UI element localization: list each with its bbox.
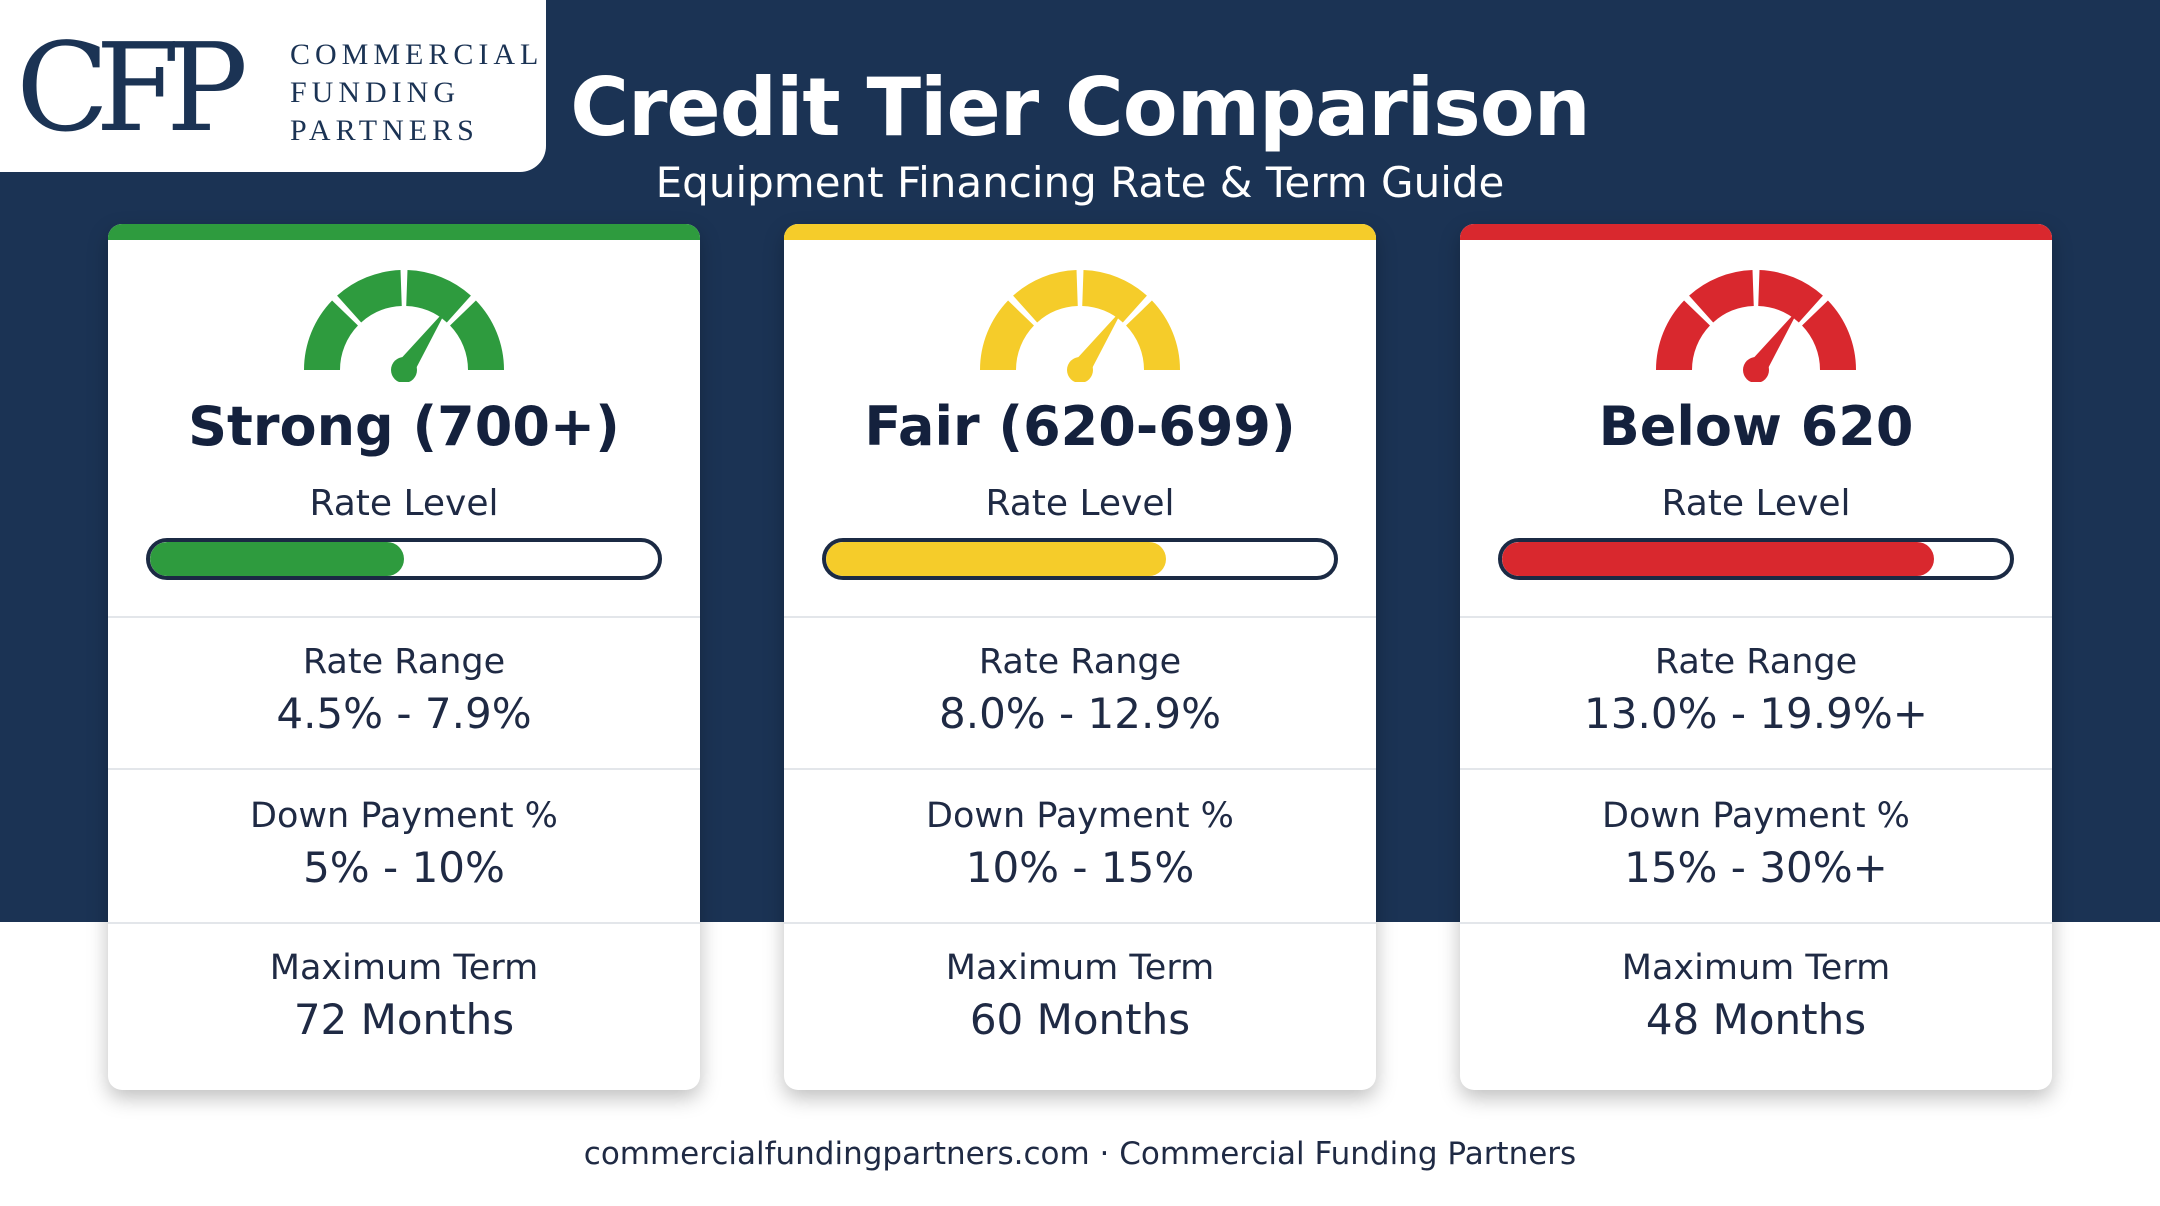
gauge-segment — [1126, 300, 1180, 370]
gauge-segment — [406, 270, 471, 323]
rate-range-value: 13.0% - 19.9%+ — [1584, 689, 1928, 738]
logo-line: PARTNERS — [290, 114, 479, 147]
card-accent-bar — [1460, 224, 2052, 240]
speedometer-high-icon — [1656, 270, 1856, 382]
gauge-segment — [1758, 270, 1823, 323]
rate-level-bar — [146, 538, 662, 580]
max-term-label: Maximum Term — [945, 948, 1215, 988]
rate-level-fill — [826, 542, 1167, 576]
rate-level-fill — [150, 542, 404, 576]
divider — [784, 616, 1376, 618]
down-payment-value: 5% - 10% — [303, 843, 505, 892]
tier-title: Strong (700+) — [188, 395, 620, 458]
down-payment-value: 10% - 15% — [965, 843, 1195, 892]
max-term-label: Maximum Term — [269, 948, 539, 988]
divider — [1460, 922, 2052, 924]
down-payment-value: 15% - 30%+ — [1624, 843, 1888, 892]
rate-level-label: Rate Level — [1661, 483, 1851, 524]
down-payment-label: Down Payment % — [250, 796, 558, 836]
rate-range-value: 8.0% - 12.9% — [939, 689, 1221, 738]
divider — [784, 768, 1376, 770]
logo-line: COMMERCIAL — [290, 38, 544, 71]
card-accent-bar — [108, 224, 700, 240]
rate-range-label: Rate Range — [302, 642, 506, 682]
rate-level-bar — [822, 538, 1338, 580]
rate-level-label: Rate Level — [309, 483, 499, 524]
max-term-value: 60 Months — [969, 995, 1191, 1044]
logo: CFP COMMERCIAL FUNDING PARTNERS — [0, 0, 546, 172]
footer-credit: commercialfundingpartners.com · Commerci… — [583, 1136, 1577, 1172]
card-accent-bar — [784, 224, 1376, 240]
gauge-segment — [304, 300, 358, 370]
gauge-segment — [1689, 270, 1754, 323]
tier-card-fair: Fair (620-699) Rate Level Rate Range 8.0… — [784, 224, 1376, 1090]
rate-range-label: Rate Range — [1654, 642, 1858, 682]
rate-range-value: 4.5% - 7.9% — [276, 689, 532, 738]
rate-level-bar — [1498, 538, 2014, 580]
down-payment-label: Down Payment % — [926, 796, 1234, 836]
gauge-segment — [980, 300, 1034, 370]
max-term-value: 72 Months — [293, 995, 515, 1044]
divider — [108, 616, 700, 618]
tier-card-below-620: Below 620 Rate Level Rate Range 13.0% - … — [1460, 224, 2052, 1090]
page-subtitle: Equipment Financing Rate & Term Guide — [655, 158, 1505, 207]
rate-level-label: Rate Level — [985, 483, 1175, 524]
max-term-label: Maximum Term — [1621, 948, 1891, 988]
tier-card-strong: Strong (700+) Rate Level Rate Range 4.5%… — [108, 224, 700, 1090]
tier-title: Fair (620-699) — [864, 395, 1296, 458]
gauge-hub — [1743, 357, 1769, 382]
gauge-hub — [1067, 357, 1093, 382]
gauge-segment — [1082, 270, 1147, 323]
gauge-segment — [1656, 300, 1710, 370]
divider — [1460, 616, 2052, 618]
speedometer-low-icon — [304, 270, 504, 382]
gauge-segment — [1013, 270, 1078, 323]
divider — [1460, 768, 2052, 770]
divider — [784, 922, 1376, 924]
speedometer-mid-icon — [980, 270, 1180, 382]
page-title: Credit Tier Comparison — [570, 61, 1590, 154]
rate-range-label: Rate Range — [978, 642, 1182, 682]
max-term-value: 48 Months — [1645, 995, 1867, 1044]
divider — [108, 922, 700, 924]
gauge-segment — [337, 270, 402, 323]
gauge-segment — [450, 300, 504, 370]
divider — [108, 768, 700, 770]
rate-level-fill — [1502, 542, 1934, 576]
logo-wordmark: COMMERCIAL FUNDING PARTNERS — [290, 36, 543, 150]
gauge-hub — [391, 357, 417, 382]
gauge-segment — [1802, 300, 1856, 370]
down-payment-label: Down Payment % — [1602, 796, 1910, 836]
logo-line: FUNDING — [290, 76, 460, 109]
logo-mark: CFP — [16, 17, 248, 159]
tier-title: Below 620 — [1598, 395, 1914, 458]
